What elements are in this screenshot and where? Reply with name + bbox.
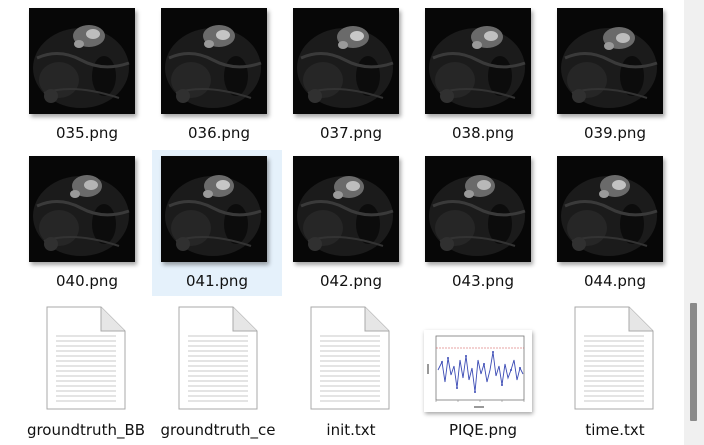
file-name-label: 044.png <box>584 272 646 290</box>
file-name-label: 036.png <box>188 124 250 142</box>
file-item-043[interactable] <box>418 150 548 298</box>
file-item-035[interactable] <box>22 0 152 148</box>
file-name-label: groundtruth_ce <box>160 421 276 439</box>
file-item-038[interactable] <box>418 0 548 148</box>
file-item-037[interactable] <box>286 0 416 148</box>
file-item-036[interactable] <box>154 0 284 148</box>
file-item-040[interactable] <box>22 150 152 298</box>
file-name-label: 038.png <box>452 124 514 142</box>
chart-image-thumbnail[interactable] <box>424 330 532 412</box>
vertical-scrollbar[interactable] <box>684 0 704 445</box>
file-item-044[interactable] <box>550 150 680 298</box>
file-name-label: init.txt <box>326 421 376 439</box>
file-item-039[interactable] <box>550 0 680 148</box>
image-thumbnail <box>29 8 135 114</box>
text-document-icon[interactable] <box>310 306 390 410</box>
image-thumbnail <box>425 8 531 114</box>
image-thumbnail <box>161 8 267 114</box>
file-name-label: 035.png <box>56 124 118 142</box>
image-thumbnail <box>293 156 399 262</box>
scrollbar-thumb[interactable] <box>690 303 697 421</box>
file-name-label: groundtruth_BB <box>26 421 146 439</box>
image-thumbnail <box>293 8 399 114</box>
file-name-label: 037.png <box>320 124 382 142</box>
image-thumbnail <box>161 156 267 262</box>
image-thumbnail <box>29 156 135 262</box>
image-thumbnail <box>557 156 663 262</box>
text-document-icon[interactable] <box>178 306 258 410</box>
file-item-041[interactable] <box>152 150 282 296</box>
file-name-label: 043.png <box>452 272 514 290</box>
file-name-label: 042.png <box>320 272 382 290</box>
file-name-label: 039.png <box>584 124 646 142</box>
file-item-042[interactable] <box>286 150 416 298</box>
image-thumbnail <box>425 156 531 262</box>
image-thumbnail <box>557 8 663 114</box>
file-name-label: 040.png <box>56 272 118 290</box>
text-document-icon[interactable] <box>46 306 126 410</box>
file-name-label: time.txt <box>585 421 645 439</box>
file-name-label: PIQE.png <box>448 421 518 439</box>
file-name-label: 041.png <box>186 272 248 290</box>
text-document-icon[interactable] <box>574 306 654 410</box>
